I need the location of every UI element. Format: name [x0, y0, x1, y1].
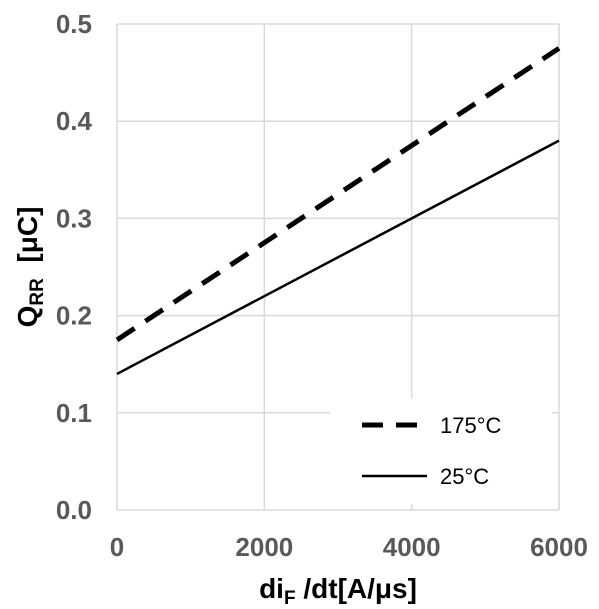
- x-tick-labels: 0 2000 4000 6000: [110, 532, 588, 562]
- y-tick-label: 0.4: [56, 106, 93, 136]
- y-tick-label: 0.0: [56, 495, 92, 525]
- x-tick-label: 4000: [383, 532, 441, 562]
- y-tick-label: 0.5: [56, 9, 92, 39]
- x-axis-title: diF /dt[A/μs]: [259, 573, 417, 609]
- legend-label-175c: 175°C: [440, 413, 502, 438]
- x-tick-label: 6000: [530, 532, 588, 562]
- y-tick-labels: 0.0 0.1 0.2 0.3 0.4 0.5: [56, 9, 93, 525]
- x-axis-title-main: di: [259, 573, 284, 604]
- y-axis-title: QRR [μC]: [12, 207, 48, 328]
- x-axis-title-sub: F: [284, 588, 296, 609]
- x-axis-title-rest: /dt[A/μs]: [296, 573, 417, 604]
- y-tick-label: 0.3: [56, 203, 92, 233]
- series-line-1: [116, 139, 560, 376]
- series-layer: [115, 46, 561, 376]
- x-tick-label: 2000: [235, 532, 293, 562]
- y-axis-title-sub: RR: [27, 278, 48, 306]
- y-axis-title-main: Q: [12, 306, 43, 328]
- y-axis-title-rest: [μC]: [12, 207, 43, 279]
- legend-label-25c: 25°C: [440, 464, 489, 489]
- series-line-0: [115, 46, 561, 342]
- x-tick-label: 0: [110, 532, 124, 562]
- y-tick-label: 0.2: [56, 301, 92, 331]
- y-tick-label: 0.1: [56, 398, 92, 428]
- legend-box: [330, 398, 552, 504]
